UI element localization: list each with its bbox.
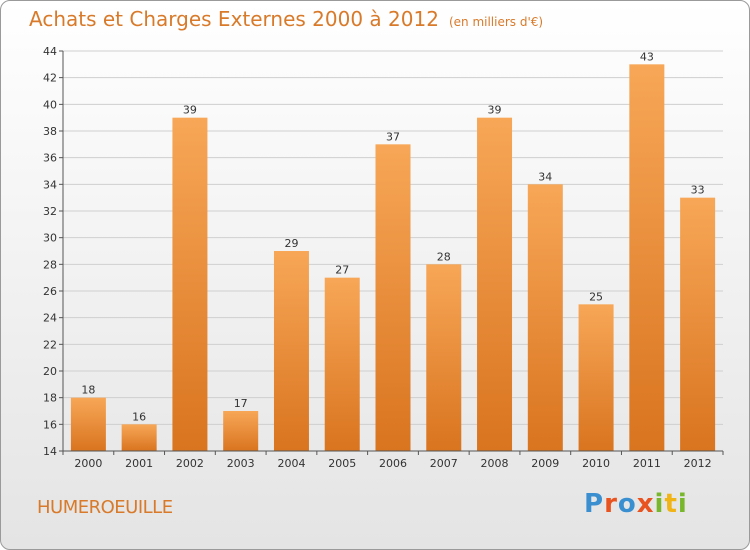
x-axis-ticks: 2000 2001 2002 2003 2004 2005 2006 2007 2008 2009… [62,451,724,470]
data-label-2010: 25 [589,290,603,303]
proxiti-logo: Proxiti [584,489,688,519]
chart-unit: (en milliers d'€) [448,15,544,29]
x-tick-label: 2012 [684,457,712,470]
y-tick-label: 34 [43,178,57,191]
data-label-2011: 43 [640,50,654,63]
data-label-2004: 29 [284,237,298,250]
data-label-2009: 34 [538,170,552,183]
bar-2006 [375,144,411,452]
x-tick-label: 2000 [74,457,102,470]
x-tick-label: 2007 [430,457,458,470]
y-tick-label: 20 [43,365,57,378]
data-label-2012: 33 [691,184,705,197]
logo-letter: P [584,489,605,519]
y-tick-label: 28 [43,258,57,271]
bar-2003 [223,411,259,451]
y-tick-label: 16 [43,418,57,431]
bar-2010 [578,304,614,451]
logo-letter: x [636,489,655,519]
y-tick-label: 14 [43,445,57,458]
bar-2012 [680,197,716,451]
y-tick-label: 32 [43,205,57,218]
y-tick-label: 44 [43,45,57,58]
axes [62,51,723,452]
y-tick-label: 40 [43,98,57,111]
y-tick-label: 30 [43,232,57,245]
bar-2008 [477,117,513,452]
data-label-2007: 28 [437,250,451,263]
y-tick-label: 26 [43,285,57,298]
data-label-2002: 39 [183,104,197,117]
x-tick-label: 2008 [481,457,509,470]
data-label-2001: 16 [132,410,146,423]
x-tick-label: 2004 [277,457,305,470]
logo-letter: i [677,489,688,519]
x-tick-label: 2006 [379,457,407,470]
commune-name: HUMEROEUILLE [37,497,173,518]
y-tick-label: 36 [43,152,57,165]
y-tick-label: 22 [43,338,57,351]
chart-title-text: Achats et Charges Externes 2000 à 2012 [29,7,439,31]
bar-2000 [70,397,106,451]
bar-2004 [273,251,309,451]
x-tick-label: 2001 [125,457,153,470]
bars: 18 16 39 17 29 27 37 28 39 34 25 43 33 [70,50,716,452]
x-tick-label: 2005 [328,457,356,470]
data-label-2006: 37 [386,130,400,143]
bar-2002 [172,117,208,452]
y-tick-label: 38 [43,125,57,138]
logo-letter: o [617,489,637,519]
y-tick-label: 42 [43,72,57,85]
y-tick-label: 24 [43,312,57,325]
bar-2005 [324,277,360,451]
y-axis-ticks: 14 16 18 20 22 24 26 28 30 32 34 36 38 40 42 44 [43,45,63,458]
x-tick-label: 2009 [531,457,559,470]
bar-2007 [426,264,462,451]
x-tick-label: 2011 [633,457,661,470]
x-tick-label: 2003 [227,457,255,470]
logo-letter: i [654,489,665,519]
bar-2009 [527,184,563,452]
logo-letter: t [664,489,678,519]
bar-2001 [121,424,157,451]
data-label-2005: 27 [335,264,349,277]
logo-letter: r [604,489,618,519]
y-tick-label: 18 [43,392,57,405]
data-label-2008: 39 [488,104,502,117]
x-tick-label: 2010 [582,457,610,470]
chart-title: Achats et Charges Externes 2000 à 2012 (e… [29,7,543,31]
bar-2011 [629,64,665,452]
data-label-2000: 18 [81,384,95,397]
x-tick-label: 2002 [176,457,204,470]
data-label-2003: 17 [234,397,248,410]
